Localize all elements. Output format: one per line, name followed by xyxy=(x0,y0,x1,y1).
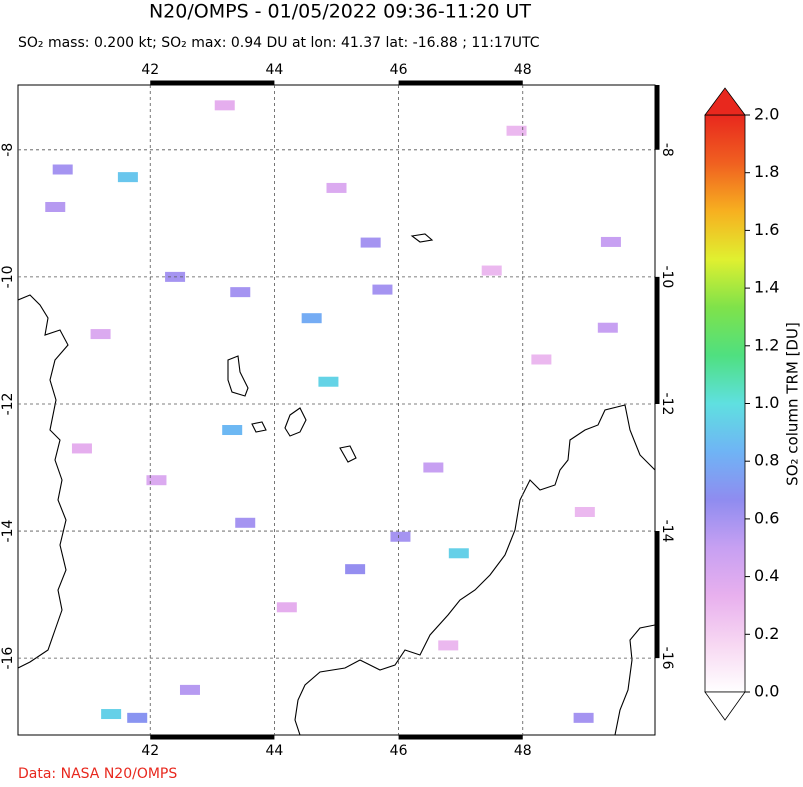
so2-pixel xyxy=(597,322,618,333)
so2-pixel xyxy=(101,709,122,720)
colorbar-extend-min xyxy=(704,691,746,721)
so2-pixel xyxy=(372,284,393,295)
so2-pixel xyxy=(230,287,251,298)
so2-pixel xyxy=(600,236,621,247)
colorbar-tick-label: 0.6 xyxy=(754,508,779,527)
so2-pixel xyxy=(318,376,339,387)
so2-pixel xyxy=(448,548,469,559)
x-tick-label: 46 xyxy=(390,743,408,759)
colorbar-tick-label: 0.0 xyxy=(754,682,779,701)
x-tick-label: 44 xyxy=(266,62,284,78)
y-tick-label: -14 xyxy=(659,520,675,543)
island xyxy=(284,407,307,437)
x-tick-label: 46 xyxy=(390,62,408,78)
so2-pixel xyxy=(127,712,148,723)
chart-title: N20/OMPS - 01/05/2022 09:36-11:20 UT xyxy=(149,1,531,23)
so2-pixel xyxy=(90,329,111,340)
so2-pixel xyxy=(573,712,594,723)
so2-pixel xyxy=(574,506,595,517)
x-tick-label: 42 xyxy=(141,62,159,78)
coastline xyxy=(614,624,655,735)
y-tick-label: -8 xyxy=(659,143,675,157)
so2-pixel xyxy=(235,517,256,528)
y-tick-label: -8 xyxy=(0,143,16,157)
so2-pixel xyxy=(222,425,243,436)
coastline xyxy=(18,294,69,669)
y-tick-label: -10 xyxy=(659,265,675,288)
x-tick-label: 48 xyxy=(514,62,532,78)
colorbar-label: SO₂ column TRM [DU] xyxy=(784,322,802,486)
coastline xyxy=(294,404,655,735)
so2-pixel xyxy=(45,201,66,212)
map-frame xyxy=(17,84,656,736)
colorbar-tick-label: 1.0 xyxy=(754,393,779,412)
so2-pixel xyxy=(326,182,347,193)
island xyxy=(410,233,434,243)
so2-pixel xyxy=(506,125,527,136)
so2-pixel xyxy=(438,640,459,651)
so2-pixel xyxy=(214,100,235,111)
colorbar-tick-label: 1.6 xyxy=(754,220,779,239)
so2-pixel xyxy=(71,443,92,454)
colorbar-extend-max xyxy=(704,87,746,116)
y-tick-label: -10 xyxy=(0,265,16,288)
so2-pixel xyxy=(481,265,502,276)
y-tick-label: -16 xyxy=(0,647,16,670)
colorbar-tick-label: 1.4 xyxy=(754,278,779,297)
island xyxy=(339,445,357,463)
y-tick-label: -12 xyxy=(0,393,16,416)
so2-pixel xyxy=(390,531,411,542)
so2-pixel xyxy=(423,462,444,473)
so2-pixel xyxy=(301,313,322,324)
so2-pixel xyxy=(360,237,381,248)
colorbar xyxy=(704,114,746,693)
so2-pixel xyxy=(531,354,552,365)
y-tick-label: -16 xyxy=(659,647,675,670)
colorbar-tick-label: 2.0 xyxy=(754,105,779,124)
y-tick-label: -14 xyxy=(0,520,16,543)
colorbar-tick-label: 0.4 xyxy=(754,566,779,585)
so2-pixel xyxy=(117,172,138,183)
so2-pixel xyxy=(146,475,167,486)
so2-pixel xyxy=(345,564,366,575)
so2-pixel xyxy=(179,684,200,695)
source: Data: NASA N20/OMPS xyxy=(18,766,177,782)
x-tick-label: 48 xyxy=(514,743,532,759)
colorbar-tick-label: 0.2 xyxy=(754,624,779,643)
pixel-layer xyxy=(45,100,621,723)
so2-pixel xyxy=(276,602,297,613)
x-tick-label: 44 xyxy=(266,743,284,759)
so2-pixel xyxy=(52,164,73,175)
island xyxy=(227,355,249,397)
colorbar-tick-label: 1.2 xyxy=(754,335,779,354)
x-tick-label: 42 xyxy=(141,743,159,759)
island xyxy=(251,421,267,433)
colorbar-tick-label: 1.8 xyxy=(754,162,779,181)
subtitle: SO₂ mass: 0.200 kt; SO₂ max: 0.94 DU at … xyxy=(18,35,540,51)
y-tick-label: -12 xyxy=(659,393,675,416)
coastlines xyxy=(18,233,655,735)
colorbar-tick-label: 0.8 xyxy=(754,451,779,470)
